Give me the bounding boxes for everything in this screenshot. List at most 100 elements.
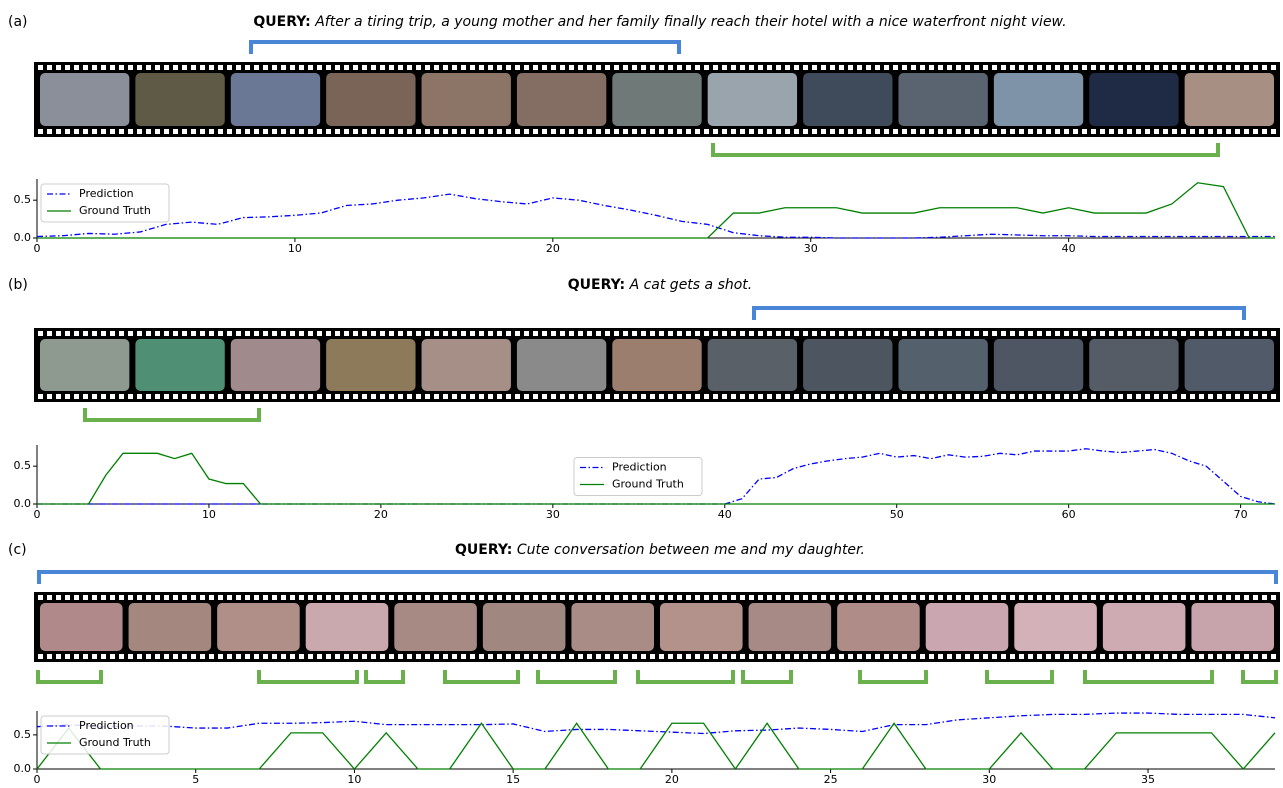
query-label: QUERY: <box>568 277 625 293</box>
sprocket-hole <box>632 65 637 70</box>
sprocket-hole <box>758 331 763 336</box>
sprocket-hole <box>245 654 250 659</box>
sprocket-hole <box>596 595 601 600</box>
sprocket-hole <box>1064 394 1069 399</box>
sprocket-hole <box>245 129 250 134</box>
sprocket-hole <box>452 654 457 659</box>
sprocket-hole <box>443 65 448 70</box>
sprocket-hole <box>254 129 259 134</box>
sprocket-hole <box>497 331 502 336</box>
x-tick-label: 5 <box>192 773 199 786</box>
sprocket-hole <box>947 654 952 659</box>
sprocket-hole <box>443 331 448 336</box>
sprocket-hole <box>785 129 790 134</box>
sprocket-hole <box>803 595 808 600</box>
sprocket-hole <box>650 595 655 600</box>
sprocket-hole <box>443 654 448 659</box>
sprocket-hole <box>542 595 547 600</box>
sprocket-hole <box>101 654 106 659</box>
sprocket-hole <box>1127 65 1132 70</box>
sprocket-hole <box>101 394 106 399</box>
x-tick-label: 25 <box>824 773 838 786</box>
sprocket-hole <box>245 394 250 399</box>
sprocket-hole <box>929 331 934 336</box>
sprocket-hole <box>1253 394 1258 399</box>
sprocket-hole <box>596 394 601 399</box>
sprocket-hole <box>470 595 475 600</box>
video-frame <box>1089 339 1179 391</box>
sprocket-hole <box>101 65 106 70</box>
sprocket-hole <box>812 394 817 399</box>
video-frame <box>421 73 511 126</box>
sprocket-hole <box>848 65 853 70</box>
sprocket-hole <box>569 331 574 336</box>
sprocket-hole <box>713 595 718 600</box>
sprocket-hole <box>1271 129 1276 134</box>
sprocket-hole <box>605 654 610 659</box>
sprocket-hole <box>1055 65 1060 70</box>
sprocket-hole <box>884 129 889 134</box>
series-line <box>37 182 1275 239</box>
sprocket-hole <box>1064 595 1069 600</box>
sprocket-hole <box>128 331 133 336</box>
sprocket-hole <box>740 394 745 399</box>
sprocket-hole <box>38 129 43 134</box>
sprocket-hole <box>83 129 88 134</box>
sprocket-hole <box>1028 654 1033 659</box>
sprocket-hole <box>344 595 349 600</box>
query-text: After a tiring trip, a young mother and … <box>314 14 1066 30</box>
x-tick-label: 40 <box>1062 242 1076 255</box>
sprocket-hole <box>272 331 277 336</box>
sprocket-hole <box>1109 65 1114 70</box>
sprocket-hole <box>263 65 268 70</box>
sprocket-hole <box>362 331 367 336</box>
sprocket-hole <box>290 129 295 134</box>
sprocket-hole <box>893 394 898 399</box>
series-line <box>36 712 1276 735</box>
sprocket-hole <box>479 394 484 399</box>
sprocket-hole <box>1199 394 1204 399</box>
sprocket-hole <box>254 595 259 600</box>
sprocket-hole <box>461 394 466 399</box>
series-line <box>36 193 1275 239</box>
sprocket-hole <box>308 394 313 399</box>
sprocket-hole <box>146 129 151 134</box>
sprocket-hole <box>821 595 826 600</box>
sprocket-hole <box>425 595 430 600</box>
sprocket-hole <box>668 654 673 659</box>
sprocket-hole <box>344 331 349 336</box>
sprocket-hole <box>965 331 970 336</box>
sprocket-hole <box>1073 394 1078 399</box>
sprocket-hole <box>569 595 574 600</box>
sprocket-hole <box>209 394 214 399</box>
sprocket-hole <box>848 394 853 399</box>
sprocket-hole <box>137 654 142 659</box>
sprocket-hole <box>47 331 52 336</box>
sprocket-hole <box>1010 654 1015 659</box>
sprocket-hole <box>605 595 610 600</box>
sprocket-hole <box>812 654 817 659</box>
predicted-span <box>752 306 1246 320</box>
sprocket-hole <box>713 65 718 70</box>
sprocket-hole <box>722 654 727 659</box>
sprocket-hole <box>389 129 394 134</box>
sprocket-hole <box>398 654 403 659</box>
sprocket-hole <box>1082 595 1087 600</box>
sprocket-hole <box>965 654 970 659</box>
sprocket-hole <box>524 65 529 70</box>
sprocket-hole <box>1226 331 1231 336</box>
query-title: QUERY: After a tiring trip, a young moth… <box>253 14 1066 30</box>
sprocket-hole <box>380 129 385 134</box>
sprocket-hole <box>65 394 70 399</box>
sprocket-hole <box>353 595 358 600</box>
sprocket-hole <box>272 129 277 134</box>
video-frame <box>993 73 1084 126</box>
sprocket-hole <box>533 129 538 134</box>
sprocket-hole <box>272 595 277 600</box>
sprocket-hole <box>1073 129 1078 134</box>
sprocket-hole <box>911 394 916 399</box>
x-tick-label: 70 <box>1234 508 1248 521</box>
video-frame <box>1184 73 1274 126</box>
sprocket-hole <box>1100 65 1105 70</box>
sprocket-hole <box>1100 394 1105 399</box>
